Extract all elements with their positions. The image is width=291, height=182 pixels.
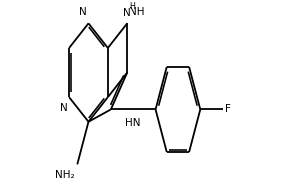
Text: NH₂: NH₂: [56, 170, 75, 180]
Text: N: N: [79, 7, 87, 17]
Text: NH: NH: [129, 7, 145, 17]
Text: H: H: [129, 2, 135, 11]
Text: N: N: [60, 103, 67, 113]
Text: HN: HN: [125, 118, 141, 128]
Text: F: F: [225, 104, 231, 114]
Text: N: N: [123, 8, 131, 18]
